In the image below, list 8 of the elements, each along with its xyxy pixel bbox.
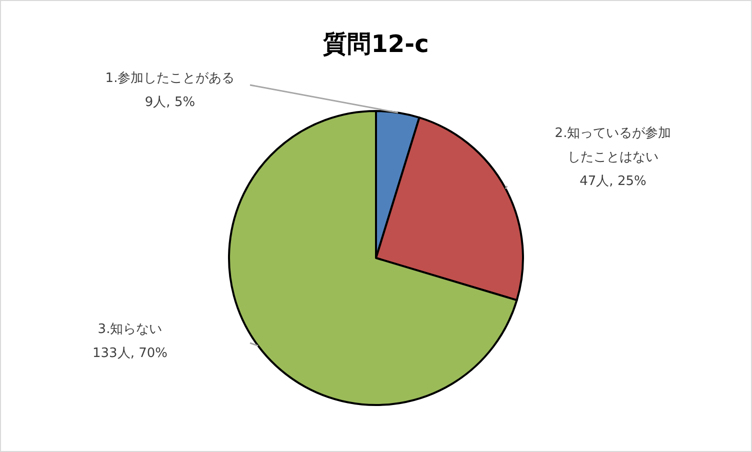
data-label: 47人, 25%	[580, 174, 646, 189]
data-label: 9人, 5%	[144, 95, 196, 110]
pie-slice	[375, 116, 524, 302]
slice-label: 3.知らない	[98, 322, 162, 337]
chart-title: 質問12-c	[322, 30, 429, 58]
data-label: 133人, 70%	[92, 346, 168, 361]
slice-label: 1.参加したことがある	[105, 71, 235, 86]
slice-label: 2.知っているが参加したことはない	[554, 126, 672, 165]
